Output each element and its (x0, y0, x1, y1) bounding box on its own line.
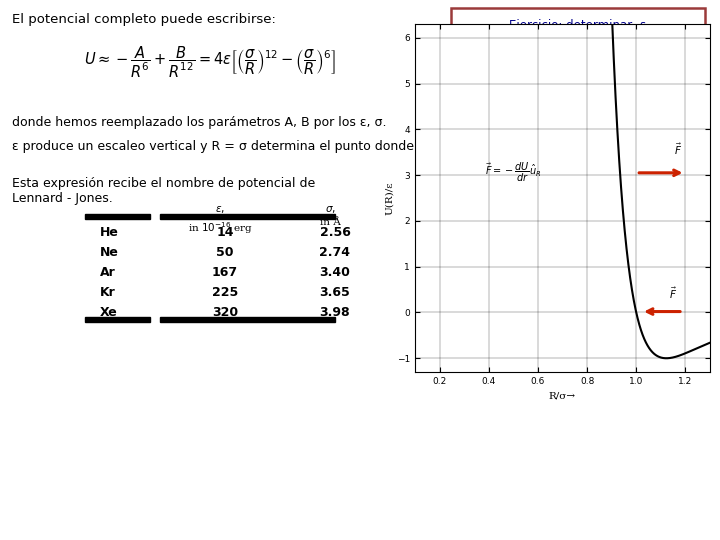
Text: $\vec{F}$: $\vec{F}$ (674, 141, 682, 157)
Text: donde hemos reemplazado los parámetros A, B por los ε, σ.: donde hemos reemplazado los parámetros A… (12, 116, 387, 129)
Text: 2.74: 2.74 (320, 246, 351, 259)
X-axis label: R/σ→: R/σ→ (549, 392, 576, 401)
Text: 2.56: 2.56 (320, 226, 351, 239)
Text: Ar: Ar (100, 266, 116, 279)
Text: Ejercicio: determinar  ε
y σ en función de A y
B y viceversa.: Ejercicio: determinar ε y σ en función d… (510, 18, 647, 71)
Text: Esta expresión recibe el nombre de potencial de: Esta expresión recibe el nombre de poten… (12, 177, 315, 190)
Text: 320: 320 (212, 306, 238, 319)
Text: Ne: Ne (100, 246, 119, 259)
FancyBboxPatch shape (451, 8, 705, 87)
Text: $\vec{F} = -\dfrac{dU}{dr}\hat{u}_R$: $\vec{F} = -\dfrac{dU}{dr}\hat{u}_R$ (485, 161, 541, 184)
Text: 3.40: 3.40 (320, 266, 351, 279)
Text: 167: 167 (212, 266, 238, 279)
Y-axis label: U(R)/ε: U(R)/ε (385, 181, 394, 215)
Bar (160, 214, 335, 219)
Text: $\vec{F}$: $\vec{F}$ (669, 286, 678, 301)
Text: $\sigma,$
in Å: $\sigma,$ in Å (320, 204, 341, 227)
Text: ε produce un escaleo vertical y R = σ determina el punto donde U = 0.: ε produce un escaleo vertical y R = σ de… (12, 140, 458, 153)
Text: Lennard - Jones.: Lennard - Jones. (12, 192, 113, 205)
Text: 3.98: 3.98 (320, 306, 351, 319)
Text: 225: 225 (212, 286, 238, 299)
Text: 14: 14 (216, 226, 234, 239)
Bar (85, 214, 150, 219)
Text: El potencial completo puede escribirse:: El potencial completo puede escribirse: (12, 13, 276, 26)
Text: Kr: Kr (100, 286, 116, 299)
Text: 50: 50 (216, 246, 234, 259)
Bar (85, 317, 150, 322)
Bar (160, 317, 335, 322)
Text: $\epsilon,$
in $10^{-16}$ erg: $\epsilon,$ in $10^{-16}$ erg (187, 204, 253, 235)
Text: $U \approx -\dfrac{A}{R^6} + \dfrac{B}{R^{12}} = 4\varepsilon\left[\left(\dfrac{: $U \approx -\dfrac{A}{R^6} + \dfrac{B}{R… (84, 44, 336, 79)
Text: Xe: Xe (100, 306, 118, 319)
Text: He: He (100, 226, 119, 239)
Text: 3.65: 3.65 (320, 286, 351, 299)
